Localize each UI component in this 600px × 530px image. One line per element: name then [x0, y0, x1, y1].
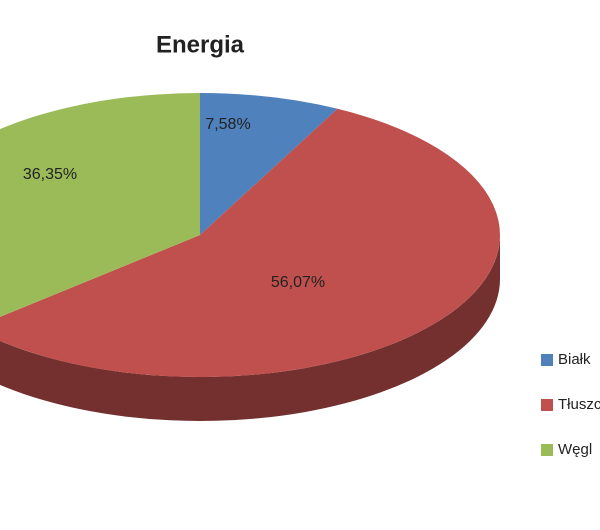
legend-swatch	[541, 444, 553, 456]
legend-label: Białk	[558, 351, 591, 368]
data-label: 36,35%	[23, 166, 77, 183]
slice	[200, 93, 338, 235]
slice	[0, 108, 501, 378]
data-label: 56,07%	[271, 274, 325, 291]
slice	[0, 93, 200, 317]
chart-title: Energia	[156, 31, 245, 58]
legend-label: Węgl	[558, 441, 592, 458]
slice-side	[0, 235, 500, 421]
data-label: 7,58%	[205, 116, 250, 133]
legend-label: Tłuszc	[558, 396, 600, 413]
legend-swatch	[541, 354, 553, 366]
legend-swatch	[541, 399, 553, 411]
